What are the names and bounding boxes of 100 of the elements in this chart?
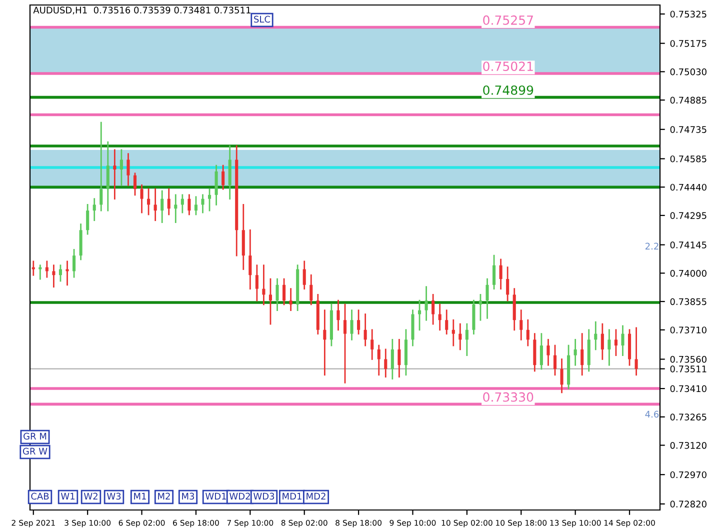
candlestick	[302, 260, 306, 290]
candlestick	[560, 358, 564, 394]
candlestick	[364, 314, 367, 346]
y-tick-label: 0.75325	[670, 10, 706, 18]
y-tick-label: 0.73265	[670, 414, 706, 420]
y-tick-label: 0.75030	[670, 68, 706, 76]
annotation: MD1	[282, 492, 302, 500]
candlestick	[377, 344, 380, 376]
candlestick	[160, 190, 164, 223]
candlestick	[180, 194, 184, 214]
annotation: M3	[182, 492, 194, 500]
candlestick	[424, 286, 428, 321]
y-tick-label: 0.73511	[670, 366, 706, 372]
candlestick	[100, 122, 103, 212]
annotation: M1	[134, 492, 146, 500]
candlestick	[526, 319, 530, 346]
candlestick	[66, 260, 69, 286]
candlestick	[458, 323, 462, 350]
chart-title: AUDUSD,H1 0.73516 0.73539 0.73481 0.73511	[33, 6, 250, 14]
candlestick	[608, 329, 611, 366]
candlestick	[492, 254, 496, 290]
y-tick-label: 0.74440	[670, 184, 706, 191]
candlestick	[147, 188, 150, 216]
candlestick	[140, 184, 144, 214]
annotation: WD2	[229, 492, 250, 500]
candlestick	[398, 338, 401, 378]
candlestick	[72, 248, 76, 278]
annotation: M2	[158, 492, 170, 500]
candlestick	[262, 264, 266, 306]
candlestick	[553, 344, 557, 376]
annotation: MD2	[306, 492, 326, 500]
candlestick	[133, 172, 137, 196]
candlestick	[357, 310, 360, 334]
candlestick	[120, 149, 123, 186]
candlestick	[574, 338, 577, 366]
candlestick	[86, 204, 90, 235]
candlestick	[445, 310, 448, 334]
candlestick	[594, 321, 598, 350]
candlestick	[438, 304, 442, 331]
candlestick	[255, 264, 258, 302]
y-tick-label: 0.74885	[670, 96, 706, 104]
candlestick	[222, 164, 225, 190]
annotation: SLC	[254, 16, 270, 23]
candlestick	[343, 304, 347, 384]
y-tick-label: 0.73120	[670, 442, 706, 449]
annotation: W3	[106, 492, 121, 500]
candlestick	[310, 274, 313, 306]
candlestick	[323, 310, 326, 376]
y-tick-label: 0.73410	[670, 385, 706, 392]
candlestick	[52, 264, 56, 288]
candlestick	[350, 310, 354, 340]
y-tick-label: 0.75175	[670, 40, 706, 47]
candlestick	[390, 338, 394, 380]
y-tick-label: 0.73710	[670, 326, 706, 334]
candlestick	[452, 319, 455, 346]
candlestick	[276, 278, 279, 312]
candlestick	[208, 188, 212, 212]
candlestick	[58, 264, 62, 282]
annotation: W2	[84, 492, 98, 500]
candlestick	[201, 194, 204, 214]
y-tick-label: 0.73560	[670, 356, 706, 363]
candlestick	[92, 198, 96, 222]
text: 4.6	[645, 410, 659, 418]
y-tick-label: 0.74000	[670, 270, 706, 277]
annotation: W1	[60, 492, 74, 500]
candlestick	[486, 278, 489, 319]
candlestick	[432, 294, 435, 325]
candlestick	[282, 278, 286, 306]
candlestick	[621, 325, 624, 356]
candlestick	[268, 278, 272, 325]
candlestick	[336, 300, 340, 331]
candlestick	[174, 194, 178, 223]
candlestick	[194, 196, 198, 216]
annotation: WD1	[205, 492, 226, 500]
y-tick-label: 0.72820	[670, 500, 706, 508]
candlestick	[600, 323, 604, 360]
candlestick	[370, 329, 374, 360]
candlestick	[154, 188, 157, 222]
y-tick-label: 0.74585	[670, 155, 706, 162]
ref-line-label: 0.75021	[483, 62, 533, 72]
annotation: GR W	[22, 448, 48, 455]
ref-line-label: 0.73330	[483, 392, 534, 402]
candlestick	[106, 141, 110, 212]
y-tick-label: 0.74735	[670, 126, 706, 133]
annotation: WD3	[253, 492, 274, 500]
candlestick	[289, 288, 292, 312]
candlestick	[167, 188, 170, 216]
candlestick	[506, 266, 510, 302]
annotation: GR M	[24, 432, 46, 440]
y-tick-label: 0.74145	[670, 242, 706, 248]
candlestick	[499, 258, 502, 290]
candlestick	[188, 194, 191, 216]
candlestick	[465, 323, 468, 356]
y-tick-label: 0.74295	[670, 212, 706, 220]
ref-line-label: 0.74899	[483, 85, 534, 95]
y-tick-label: 0.73855	[670, 298, 706, 306]
candlestick	[126, 153, 130, 186]
candlestick	[384, 348, 388, 378]
text: 2.2	[645, 242, 658, 250]
ref-line-label: 0.75257	[483, 15, 533, 25]
